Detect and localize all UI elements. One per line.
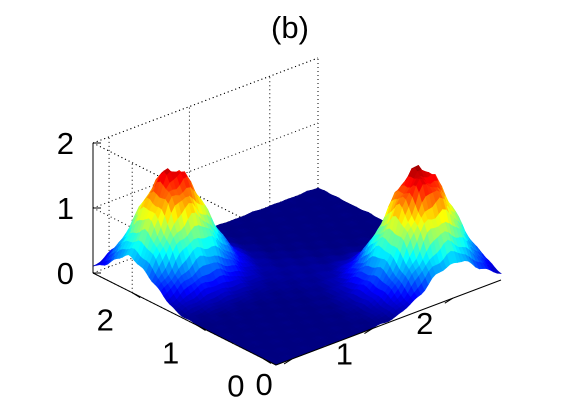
grid-line: [92, 57, 319, 144]
y-tick-label: 0: [227, 368, 244, 403]
x-tick-label: 0: [255, 367, 272, 402]
y-tick-mark: [131, 292, 141, 299]
x-tick-label: 1: [336, 337, 353, 372]
z-tick-label: 1: [57, 191, 74, 226]
grid-layer: [92, 57, 319, 366]
y-tick-label: 1: [162, 336, 179, 371]
chart-title: (b): [271, 10, 309, 45]
y-tick-label: 2: [97, 303, 114, 338]
grid-line: [92, 122, 319, 209]
x-tick-label: 2: [416, 306, 433, 341]
z-tick-label: 2: [57, 126, 74, 161]
surface-layer: [92, 164, 502, 366]
z-tick-label: 0: [57, 256, 74, 291]
